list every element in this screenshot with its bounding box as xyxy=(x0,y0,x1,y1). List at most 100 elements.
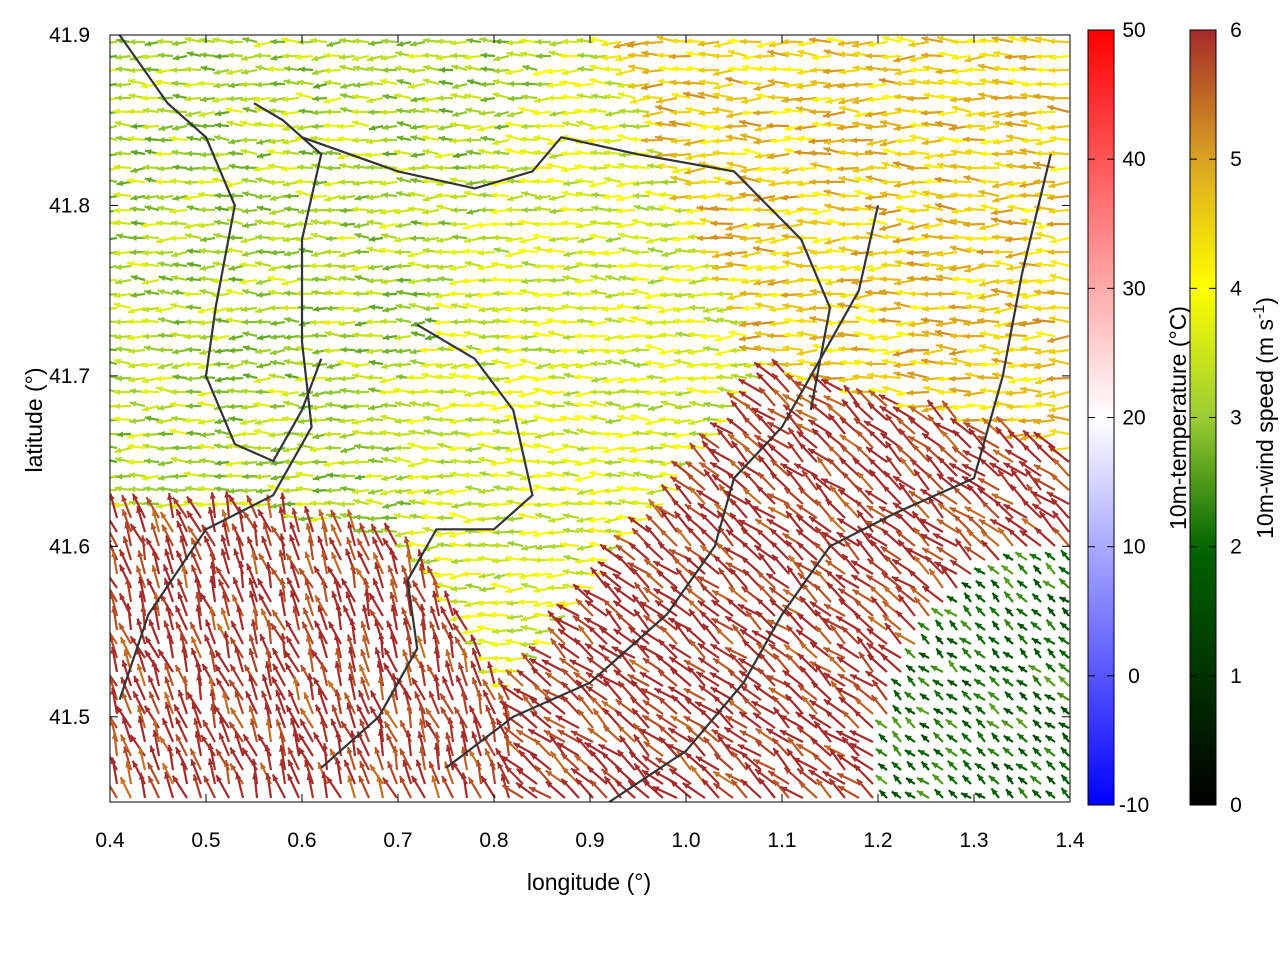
x-tick-label: 1.0 xyxy=(671,829,700,852)
wind-arrow xyxy=(240,137,258,144)
wind-arrow xyxy=(590,93,608,100)
wind-arrow xyxy=(532,68,552,77)
x-tick-label: 0.8 xyxy=(479,829,508,852)
wind-arrow xyxy=(270,38,286,45)
wind-arrow xyxy=(617,92,636,100)
wind-arrow xyxy=(296,79,314,86)
wind-arrow xyxy=(965,38,986,45)
wind-arrow xyxy=(962,136,986,143)
wind-arrow xyxy=(409,40,426,47)
wind-arrow xyxy=(811,96,832,103)
wind-arrow xyxy=(573,82,594,89)
wind-arrow xyxy=(865,124,888,131)
wind-arrow xyxy=(796,82,818,90)
wind-arrow xyxy=(520,51,538,58)
wind-arrow xyxy=(628,82,650,90)
wind-arrow xyxy=(365,152,384,159)
wind-arrow xyxy=(951,105,972,114)
y-tick-label: 41.9 xyxy=(49,24,90,47)
wind-arrow xyxy=(253,40,272,48)
wind-arrow xyxy=(326,40,342,48)
wind-arrow xyxy=(494,124,510,131)
wind-arrow xyxy=(868,82,888,89)
wind-arrow xyxy=(683,79,706,86)
wind-arrow xyxy=(629,96,650,105)
colorbar-tick-label: 0 xyxy=(1230,794,1242,817)
wind-arrow xyxy=(781,38,804,45)
wind-arrow xyxy=(226,120,244,128)
wind-arrow xyxy=(478,110,496,117)
wind-arrow xyxy=(396,78,412,86)
wind-arrow xyxy=(740,96,762,105)
wind-arrow xyxy=(323,67,342,74)
wind-arrow xyxy=(670,138,692,145)
wind-arrow xyxy=(739,38,762,45)
wind-arrow xyxy=(627,52,650,59)
wind-arrow xyxy=(407,82,426,90)
wind-arrow xyxy=(979,78,1000,86)
x-tick-label: 0.7 xyxy=(383,829,412,852)
wind-arrow xyxy=(1021,137,1042,144)
wind-arrow xyxy=(115,135,132,142)
wind-arrow xyxy=(697,91,720,100)
wind-arrow xyxy=(922,64,944,72)
wind-speed-colorbar-label: 10m-wind speed (m s-1) xyxy=(1251,297,1278,539)
wind-arrow xyxy=(281,37,300,44)
wind-arrow xyxy=(266,122,286,129)
wind-arrow xyxy=(368,40,384,47)
wind-arrow xyxy=(339,82,356,90)
wind-arrow xyxy=(838,105,860,114)
wind-arrow xyxy=(452,152,468,159)
wind-arrow xyxy=(937,110,958,117)
wind-arrow xyxy=(641,68,664,75)
wind-arrow xyxy=(1048,67,1070,74)
colorbar-tick-label: 5 xyxy=(1230,148,1242,171)
wind-arrow xyxy=(965,66,986,73)
wind-arrow xyxy=(214,110,230,117)
wind-arrow xyxy=(366,80,384,87)
wind-arrow xyxy=(601,124,622,132)
wind-arrow xyxy=(756,40,776,49)
temperature-colorbar-label: 10m-temperature (°C) xyxy=(1165,306,1191,530)
wind-arrow xyxy=(128,38,146,46)
wind-arrow xyxy=(628,64,650,72)
wind-arrow xyxy=(352,38,370,45)
wind-arrow xyxy=(810,79,832,86)
wind-arrow xyxy=(991,78,1014,86)
wind-arrow xyxy=(437,124,454,131)
wind-arrow xyxy=(740,79,762,86)
wind-arrow xyxy=(351,93,370,100)
wind-arrow xyxy=(240,96,258,103)
wind-arrow xyxy=(466,149,482,156)
wind-arrow xyxy=(574,149,594,156)
wind-arrow xyxy=(700,124,720,131)
wind-arrow xyxy=(738,119,762,128)
wind-arrow xyxy=(492,92,510,100)
x-tick-label: 1.2 xyxy=(863,829,892,852)
wind-arrow xyxy=(822,68,846,75)
wind-arrow xyxy=(605,110,622,117)
wind-arrow xyxy=(712,137,734,145)
wind-arrow xyxy=(573,107,594,115)
wind-arrow xyxy=(964,123,986,130)
wind-arrow xyxy=(127,78,146,86)
wind-arrow xyxy=(323,52,342,59)
wind-arrow xyxy=(239,120,258,128)
wind-arrow xyxy=(240,81,258,88)
wind-arrow xyxy=(464,64,482,72)
wind-arrow xyxy=(588,36,608,44)
wind-arrow xyxy=(438,107,454,114)
wind-arrow xyxy=(922,79,944,86)
wind-arrow xyxy=(422,64,440,72)
wind-arrow xyxy=(560,94,580,101)
wind-arrow xyxy=(534,38,552,46)
wind-arrow xyxy=(435,152,454,160)
wind-arrow xyxy=(438,135,454,142)
wind-arrow xyxy=(506,39,524,46)
wind-arrow xyxy=(965,80,986,87)
y-tick-label: 41.7 xyxy=(49,365,90,388)
wind-arrow xyxy=(921,138,944,146)
wind-arrow xyxy=(507,95,524,102)
wind-arrow xyxy=(155,68,174,75)
wind-arrow xyxy=(267,148,286,156)
